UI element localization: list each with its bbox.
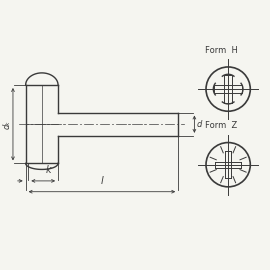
Text: Form  H: Form H [205,46,238,55]
Text: Form  Z: Form Z [205,122,238,130]
Text: l: l [100,176,103,186]
Text: k: k [46,165,51,175]
Text: dₖ: dₖ [2,120,12,129]
Text: d: d [197,120,202,129]
